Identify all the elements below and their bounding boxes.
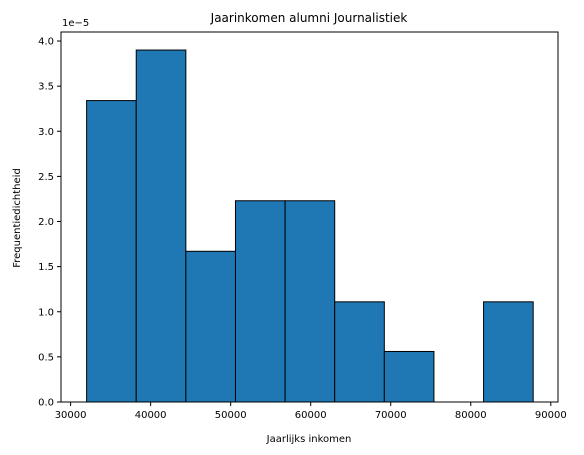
x-tick-label: 60000 <box>295 410 327 421</box>
y-ticks-group: 0.0 0.5 1.0 1.5 2.0 2.5 3.0 3.5 4.0 <box>38 37 61 409</box>
y-tick-label: 1.0 <box>38 307 54 318</box>
y-tick-label: 2.0 <box>38 217 54 228</box>
bars-group <box>86 49 534 403</box>
chart-title: Jaarinkomen alumni Journalistiek <box>210 11 408 25</box>
histogram-bar <box>334 301 385 403</box>
histogram-bar <box>135 49 187 403</box>
y-offset-label: 1e−5 <box>62 18 89 29</box>
histogram-bar <box>185 250 236 403</box>
y-tick-label: 1.5 <box>38 262 54 273</box>
histogram-bar <box>383 350 435 403</box>
y-tick-label: 3.5 <box>38 82 54 93</box>
y-tick-label: 4.0 <box>38 37 54 48</box>
y-tick-label: 3.0 <box>38 127 54 138</box>
x-tick-label: 80000 <box>455 410 487 421</box>
histogram-bar <box>86 100 137 403</box>
y-tick-label: 2.5 <box>38 172 54 183</box>
x-ticks-group: 30000 40000 50000 60000 70000 80000 90000 <box>55 402 567 421</box>
x-tick-label: 40000 <box>135 410 167 421</box>
x-axis-label: Jaarlijks inkomen <box>266 434 352 445</box>
y-tick-label: 0.0 <box>38 398 54 409</box>
x-tick-label: 90000 <box>535 410 567 421</box>
axes-group <box>60 31 559 403</box>
x-tick-label: 30000 <box>55 410 87 421</box>
plot-frame <box>60 31 559 403</box>
y-tick-label: 0.5 <box>38 352 54 363</box>
histogram-bar <box>234 200 286 403</box>
x-tick-label: 70000 <box>375 410 407 421</box>
histogram-bar <box>483 301 534 403</box>
x-tick-label: 50000 <box>215 410 247 421</box>
y-axis-label: Frequentiedichtheid <box>12 168 23 268</box>
histogram-bar <box>284 200 336 403</box>
